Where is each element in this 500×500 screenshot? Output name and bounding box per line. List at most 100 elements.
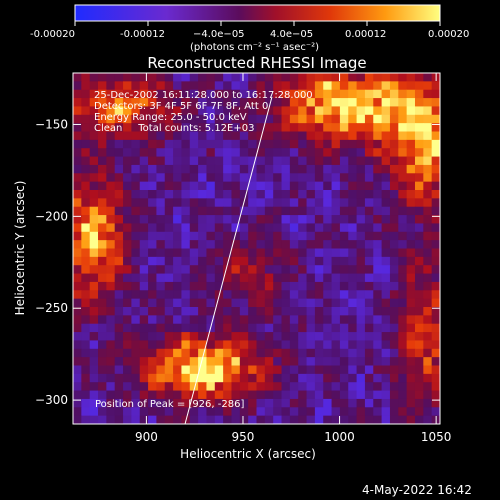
heatmap-cell: [314, 164, 324, 174]
heatmap-cell: [406, 415, 416, 424]
heatmap-cell: [364, 281, 374, 291]
heatmap-cell: [164, 173, 174, 183]
heatmap-cell: [156, 123, 166, 132]
heatmap-cell: [156, 332, 166, 341]
heatmap-cell: [131, 206, 141, 216]
heatmap-cell: [423, 315, 433, 325]
heatmap-cell: [431, 89, 440, 99]
heatmap-cell: [331, 357, 341, 366]
heatmap-cell: [223, 390, 232, 400]
heatmap-cell: [306, 81, 316, 91]
heatmap-cell: [106, 340, 116, 350]
heatmap-cell: [348, 206, 357, 216]
heatmap-cell: [181, 407, 191, 417]
heatmap-cell: [423, 248, 433, 258]
heatmap-cell: [381, 390, 391, 400]
heatmap-cell: [148, 348, 157, 358]
heatmap-cell: [373, 190, 383, 199]
heatmap-cell: [331, 123, 341, 132]
heatmap-cell: [273, 231, 282, 241]
heatmap-cell: [373, 273, 383, 283]
heatmap-cell: [73, 298, 82, 308]
heatmap-cell: [139, 231, 149, 241]
heatmap-cell: [148, 390, 157, 400]
heatmap-cell: [181, 114, 191, 124]
heatmap-cell: [89, 340, 99, 350]
heatmap-cell: [156, 215, 166, 224]
heatmap-cell: [223, 173, 232, 183]
heatmap-cell: [206, 256, 216, 266]
heatmap-cell: [289, 81, 299, 91]
heatmap-cell: [206, 382, 216, 391]
heatmap-cell: [364, 307, 374, 316]
heatmap-cell: [264, 123, 274, 132]
heatmap-cell: [123, 256, 132, 266]
heatmap-cell: [164, 348, 174, 358]
heatmap-cell: [73, 323, 82, 333]
heatmap-cell: [206, 315, 216, 325]
heatmap-cell: [131, 198, 141, 208]
heatmap-cell: [214, 256, 224, 266]
heatmap-cell: [239, 398, 249, 408]
heatmap-cell: [239, 357, 249, 366]
heatmap-cell: [156, 98, 166, 107]
heatmap-cell: [264, 89, 274, 99]
heatmap-cell: [139, 357, 149, 366]
heatmap-cell: [81, 390, 91, 400]
heatmap-cell: [398, 332, 408, 341]
heatmap-cell: [231, 265, 241, 274]
heatmap-cell: [289, 398, 299, 408]
heatmap-cell: [381, 348, 391, 358]
heatmap-cell: [98, 98, 107, 107]
heatmap-cell: [181, 98, 191, 107]
heatmap-cell: [256, 365, 266, 375]
heatmap-cell: [398, 81, 408, 91]
heatmap-cell: [206, 365, 216, 375]
heatmap-cell: [256, 265, 266, 274]
heatmap-cell: [239, 273, 249, 283]
heatmap-cell: [173, 206, 182, 216]
heatmap-cell: [323, 273, 332, 283]
heatmap-cell: [198, 290, 207, 300]
heatmap-cell: [331, 164, 341, 174]
y-tick-label: −150: [35, 117, 68, 131]
heatmap-cell: [381, 123, 391, 132]
heatmap-cell: [389, 315, 399, 325]
heatmap-cell: [406, 198, 416, 208]
heatmap-cell: [339, 415, 349, 424]
heatmap-cell: [89, 123, 99, 132]
heatmap-cell: [148, 181, 157, 191]
heatmap-cell: [81, 340, 91, 350]
heatmap-cell: [273, 290, 282, 300]
heatmap-cell: [423, 206, 433, 216]
heatmap-cell: [406, 273, 416, 283]
heatmap-cell: [89, 407, 99, 417]
heatmap-cell: [431, 298, 440, 308]
heatmap-cell: [298, 298, 307, 308]
heatmap-cell: [223, 340, 232, 350]
heatmap-cell: [389, 81, 399, 91]
heatmap-cell: [389, 298, 399, 308]
heatmap-cell: [256, 231, 266, 241]
heatmap-cell: [214, 365, 224, 375]
heatmap-cell: [248, 240, 257, 249]
heatmap-cell: [148, 307, 157, 316]
heatmap-cell: [264, 373, 274, 383]
heatmap-cell: [123, 198, 132, 208]
heatmap-cell: [231, 298, 241, 308]
heatmap-cell: [148, 106, 157, 116]
heatmap-cell: [323, 156, 332, 166]
heatmap-cell: [381, 265, 391, 274]
heatmap-cell: [156, 156, 166, 166]
heatmap-cell: [264, 190, 274, 199]
heatmap-cell: [414, 231, 424, 241]
heatmap-cell: [114, 348, 124, 358]
heatmap-cell: [139, 240, 149, 249]
heatmap-cell: [106, 156, 116, 166]
heatmap-cell: [114, 315, 124, 325]
heatmap-cell: [81, 223, 91, 233]
heatmap-cell: [148, 273, 157, 283]
heatmap-cell: [298, 348, 307, 358]
heatmap-cell: [98, 123, 107, 132]
x-tick-label: 1000: [324, 430, 355, 444]
